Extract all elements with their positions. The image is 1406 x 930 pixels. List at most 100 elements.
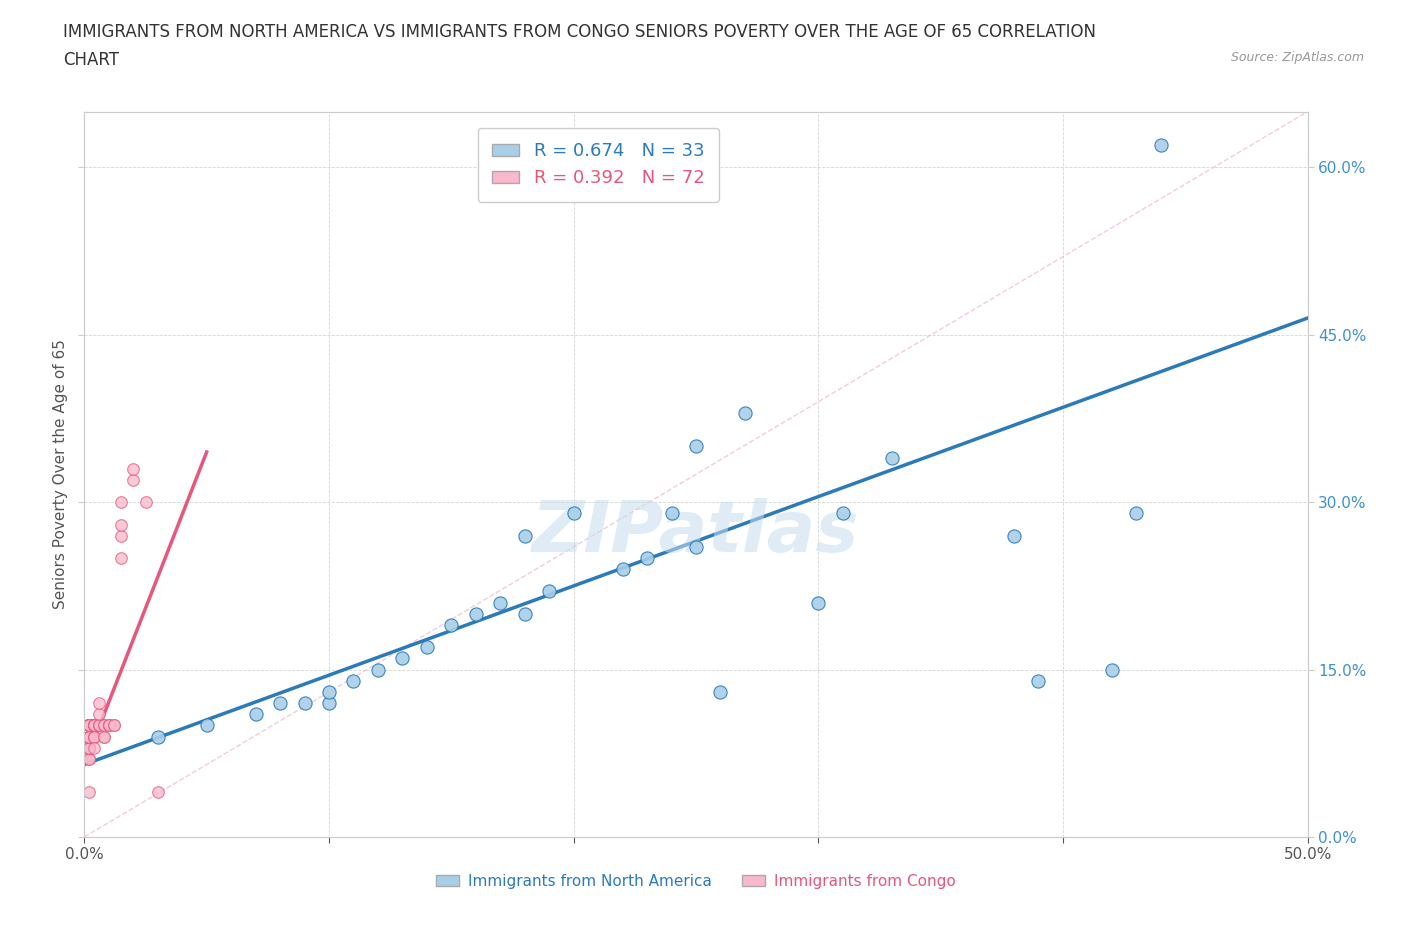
Point [636, 551, 658, 565]
Point [87, 718, 110, 733]
Point [97, 718, 120, 733]
Point [110, 517, 132, 532]
Point [77, 718, 100, 733]
Point [77, 729, 100, 744]
Point [269, 696, 291, 711]
Point [110, 528, 132, 543]
Point [83, 718, 105, 733]
Point [77, 718, 100, 733]
Point [83, 718, 105, 733]
Point [612, 562, 634, 577]
Point [77, 718, 100, 733]
Point [146, 729, 169, 744]
Point [77, 751, 100, 766]
Point [734, 405, 756, 420]
Point [77, 718, 100, 733]
Point [416, 640, 439, 655]
Point [83, 729, 105, 744]
Point [77, 740, 100, 755]
Point [831, 506, 853, 521]
Point [77, 729, 100, 744]
Point [77, 740, 100, 755]
Point [77, 718, 100, 733]
Point [77, 729, 100, 744]
Point [245, 707, 267, 722]
Point [77, 718, 100, 733]
Point [93, 718, 115, 733]
Point [77, 718, 100, 733]
Point [77, 718, 100, 733]
Point [318, 684, 340, 699]
Point [77, 729, 100, 744]
Text: Source: ZipAtlas.com: Source: ZipAtlas.com [1230, 51, 1364, 64]
Point [1028, 673, 1050, 688]
Point [1101, 662, 1123, 677]
Point [77, 729, 100, 744]
Point [661, 506, 683, 521]
Point [195, 718, 218, 733]
Point [122, 472, 145, 487]
Point [110, 495, 132, 510]
Point [77, 729, 100, 744]
Legend: Immigrants from North America, Immigrants from Congo: Immigrants from North America, Immigrant… [430, 868, 962, 895]
Point [709, 684, 731, 699]
Point [538, 584, 561, 599]
Point [77, 718, 100, 733]
Point [135, 495, 157, 510]
Point [97, 718, 120, 733]
Point [562, 506, 585, 521]
Text: IMMIGRANTS FROM NORTH AMERICA VS IMMIGRANTS FROM CONGO SENIORS POVERTY OVER THE : IMMIGRANTS FROM NORTH AMERICA VS IMMIGRA… [63, 23, 1097, 41]
Point [77, 718, 100, 733]
Text: CHART: CHART [63, 51, 120, 69]
Point [122, 461, 145, 476]
Point [77, 729, 100, 744]
Point [318, 696, 340, 711]
Point [489, 595, 512, 610]
Point [77, 718, 100, 733]
Point [83, 740, 105, 755]
Point [1150, 138, 1173, 153]
Point [93, 718, 115, 733]
Point [77, 718, 100, 733]
Point [83, 718, 105, 733]
Point [464, 606, 486, 621]
Point [513, 606, 536, 621]
Point [83, 729, 105, 744]
Point [685, 539, 707, 554]
Point [77, 729, 100, 744]
Point [807, 595, 830, 610]
Point [87, 707, 110, 722]
Point [103, 718, 125, 733]
Point [103, 718, 125, 733]
Point [110, 551, 132, 565]
Point [685, 439, 707, 454]
Point [77, 729, 100, 744]
Point [391, 651, 413, 666]
Point [93, 729, 115, 744]
Point [83, 718, 105, 733]
Point [146, 785, 169, 800]
Point [77, 729, 100, 744]
Point [77, 718, 100, 733]
Point [880, 450, 903, 465]
Point [83, 718, 105, 733]
Point [83, 729, 105, 744]
Point [93, 729, 115, 744]
Point [87, 696, 110, 711]
Y-axis label: Seniors Poverty Over the Age of 65: Seniors Poverty Over the Age of 65 [52, 339, 67, 609]
Point [77, 718, 100, 733]
Point [77, 718, 100, 733]
Point [77, 718, 100, 733]
Point [1002, 528, 1025, 543]
Point [77, 740, 100, 755]
Point [77, 751, 100, 766]
Point [367, 662, 389, 677]
Point [83, 718, 105, 733]
Point [77, 718, 100, 733]
Point [77, 718, 100, 733]
Point [97, 718, 120, 733]
Point [294, 696, 316, 711]
Point [513, 528, 536, 543]
Point [77, 718, 100, 733]
Point [87, 718, 110, 733]
